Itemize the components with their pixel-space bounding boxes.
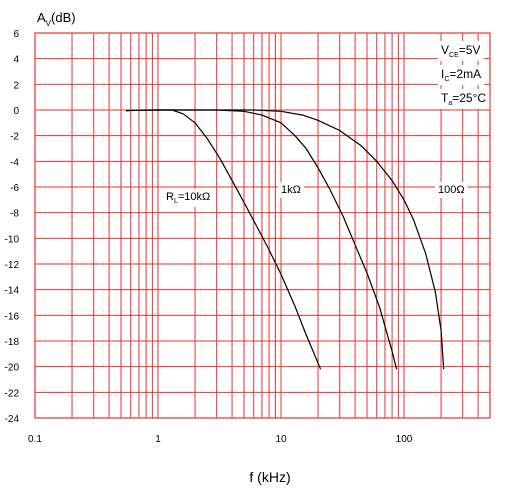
y-tick-label: -16 xyxy=(5,311,20,322)
series-label-2-bg xyxy=(435,182,468,198)
condition-label-0-main: V xyxy=(441,43,449,57)
y-tick-label: 6 xyxy=(13,29,19,40)
y-tick-label: -22 xyxy=(5,388,20,399)
series-label-1-bg xyxy=(278,182,304,198)
series-label-1-main: 1kΩ xyxy=(281,184,301,196)
y-tick-label: -20 xyxy=(5,363,20,374)
y-tick-label: -6 xyxy=(10,183,19,194)
y-tick-label: -8 xyxy=(10,209,19,220)
series-label-0-main: R xyxy=(166,191,174,203)
condition-label-0-bg xyxy=(438,41,484,61)
condition-label-2-main: T xyxy=(441,91,449,105)
x-tick-label: 100 xyxy=(396,434,413,445)
series-label-2: 100Ω xyxy=(435,182,468,198)
condition-label-2: Ta=25°C xyxy=(438,89,490,109)
y-tick-label: -14 xyxy=(5,286,20,297)
x-axis-label: f (kHz) xyxy=(249,469,290,485)
condition-label-1-sub: C xyxy=(444,76,449,83)
y-tick-label: 2 xyxy=(13,80,19,91)
condition-label-2-text: Ta=25°C xyxy=(441,91,486,107)
condition-label-1-text: IC=2mA xyxy=(441,67,481,83)
y-axis-label-main: A xyxy=(37,10,46,25)
series-line-2 xyxy=(126,109,445,370)
series-label-0-rest: =10kΩ xyxy=(178,191,210,203)
y-axis-label-sub: V xyxy=(46,19,52,28)
series-label-0-text: RL=10kΩ xyxy=(166,191,210,205)
condition-label-1: IC=2mA xyxy=(438,65,485,85)
condition-label-0-text: VCE=5V xyxy=(441,43,480,59)
series-label-2-main: 100Ω xyxy=(438,184,465,196)
series-line-0 xyxy=(126,109,322,370)
y-tick-label: -12 xyxy=(5,260,20,271)
y-tick-label: -10 xyxy=(5,234,20,245)
plot-border xyxy=(34,32,491,419)
condition-label-0-rest: =5V xyxy=(459,43,481,57)
series-line-1 xyxy=(126,109,398,370)
y-tick-label: -4 xyxy=(10,157,19,168)
x-tick-label: 0.1 xyxy=(28,434,42,445)
y-tick-label: 0 xyxy=(13,106,19,117)
y-tick-label: -18 xyxy=(5,337,20,348)
condition-label-0: VCE=5V xyxy=(438,41,484,61)
labels-group: 6 4 2 0 -2 -4 -6 -8 -10 -12 -14 -16 -18 -20 -22 -24 0.1 1… xyxy=(5,10,490,485)
chart-grid xyxy=(35,33,490,418)
plot-frame xyxy=(34,32,491,419)
y-tick-label: 4 xyxy=(13,55,19,66)
y-axis-label: AV(dB) xyxy=(37,10,76,28)
y-axis-label-unit: (dB) xyxy=(51,10,76,25)
y-tick-label: -24 xyxy=(5,414,20,425)
series-label-1: 1kΩ xyxy=(278,182,304,198)
series-label-2-text: 100Ω xyxy=(438,184,465,196)
condition-label-2-bg xyxy=(438,89,490,109)
x-tick-label: 10 xyxy=(275,434,287,445)
series-label-0-bg xyxy=(163,189,214,207)
series-label-1-text: 1kΩ xyxy=(281,184,301,196)
condition-label-1-main: I xyxy=(441,67,444,81)
x-tick-label: 1 xyxy=(155,434,161,445)
condition-label-2-rest: =25°C xyxy=(452,91,486,105)
condition-label-2-sub: a xyxy=(448,100,452,107)
condition-label-1-bg xyxy=(438,65,485,85)
series-label-0: RL=10kΩ xyxy=(163,189,214,207)
series-group xyxy=(126,109,445,370)
y-tick-label: -2 xyxy=(10,132,19,143)
condition-label-0-sub: CE xyxy=(449,52,459,59)
condition-label-1-rest: =2mA xyxy=(449,67,481,81)
series-label-0-sub: L xyxy=(174,198,178,205)
